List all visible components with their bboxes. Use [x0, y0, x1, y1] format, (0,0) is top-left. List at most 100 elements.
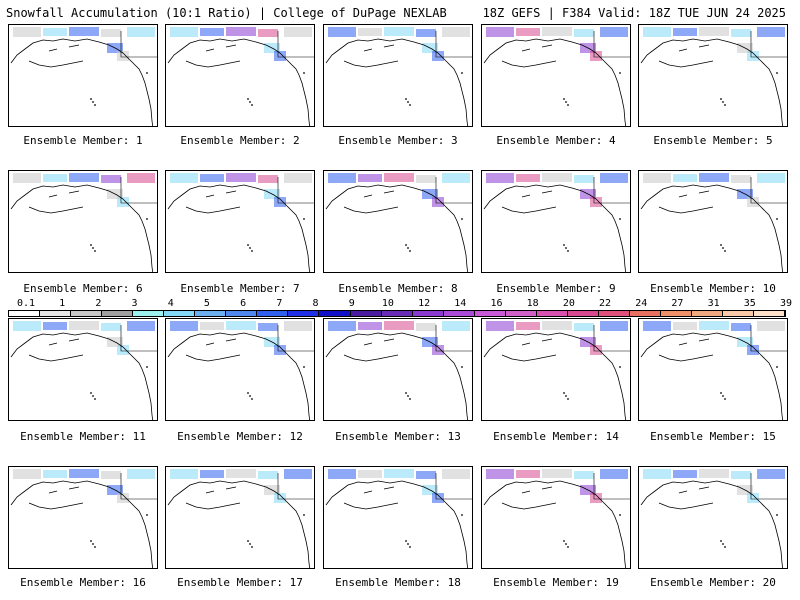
snowfall-area [516, 28, 540, 36]
scale-label: 18 [526, 298, 539, 309]
map-canvas [325, 469, 472, 568]
member-label: Ensemble Member: 19 [493, 576, 619, 589]
island-marker [146, 514, 148, 516]
snowfall-area [170, 469, 198, 479]
coastline [10, 184, 154, 272]
snowfall-area [757, 27, 785, 37]
snowfall-area [542, 27, 572, 36]
ensemble-panel [8, 466, 158, 569]
border-line [593, 473, 630, 500]
snowfall-area [699, 321, 729, 330]
map-title: Snowfall Accumulation (10:1 Ratio) | Col… [6, 6, 447, 20]
island-marker [407, 101, 409, 103]
map-canvas [640, 321, 787, 420]
snowfall-area [442, 469, 470, 479]
snowfall-area [590, 493, 602, 503]
aleutian-islands [28, 486, 84, 510]
member-label: Ensemble Member: 7 [180, 282, 300, 295]
border-line [435, 31, 472, 58]
ensemble-panel [323, 318, 473, 421]
island-marker [776, 366, 778, 368]
snowfall-area [69, 469, 99, 478]
scale-color-bin [474, 311, 506, 316]
snowfall-area [600, 469, 628, 479]
snowfall-area [101, 175, 121, 183]
snowfall-area [358, 174, 382, 182]
snowfall-area [127, 27, 155, 37]
member-label: Ensemble Member: 2 [180, 134, 300, 147]
valid-time: 18Z GEFS | F384 Valid: 18Z TUE JUN 24 20… [482, 6, 786, 20]
scale-color-bin [660, 311, 693, 316]
snowfall-area [600, 321, 628, 331]
coastline [483, 480, 627, 568]
aleutian-islands [501, 44, 557, 68]
scale-color-bin [226, 311, 258, 316]
island-marker [251, 398, 253, 400]
map-canvas [640, 27, 787, 126]
snowfall-area [486, 321, 514, 331]
scale-label: 1 [59, 298, 66, 309]
snowfall-area [69, 173, 99, 182]
scale-label: 0.1 [16, 298, 36, 309]
island-marker [720, 244, 722, 246]
island-marker [461, 366, 463, 368]
snowfall-area [284, 27, 312, 37]
member-label: Ensemble Member: 13 [335, 430, 461, 443]
snowfall-area [574, 471, 594, 479]
aleutian-islands [343, 190, 399, 214]
coastline [167, 184, 311, 272]
snowfall-area [200, 322, 224, 330]
snowfall-area [747, 197, 759, 207]
member-label: Ensemble Member: 12 [177, 430, 303, 443]
scale-color-bin [723, 311, 755, 316]
scale-label: 5 [203, 298, 210, 309]
aleutian-islands [501, 486, 557, 510]
snowfall-area [590, 345, 602, 355]
snowfall-area [600, 27, 628, 37]
snowfall-area [328, 27, 356, 37]
snowfall-area [384, 321, 414, 330]
island-marker [724, 250, 726, 252]
snowfall-area [284, 321, 312, 331]
map-canvas [325, 27, 472, 126]
scale-color-bin [536, 311, 568, 316]
snowfall-area [643, 173, 671, 183]
snowfall-area [127, 173, 155, 183]
snowfall-area [600, 173, 628, 183]
aleutian-islands [185, 338, 241, 362]
snowfall-area [43, 28, 67, 36]
snowfall-area [673, 322, 697, 330]
island-marker [247, 540, 249, 542]
scale-label: 6 [240, 298, 247, 309]
island-marker [303, 366, 305, 368]
island-marker [776, 72, 778, 74]
scale-color-bin [319, 311, 351, 316]
aleutian-islands [501, 338, 557, 362]
coastline [167, 480, 311, 568]
snowfall-area [358, 470, 382, 478]
scale-color-bin [567, 311, 599, 316]
aleutian-islands [658, 486, 714, 510]
aleutian-islands [28, 44, 84, 68]
scale-color-bin [195, 311, 227, 316]
border-line [435, 177, 472, 204]
scale-label: 14 [454, 298, 467, 309]
island-marker [405, 392, 407, 394]
snowfall-area [226, 173, 256, 182]
snowfall-area [542, 173, 572, 182]
snowfall-area [643, 469, 671, 479]
scale-label: 35 [743, 298, 756, 309]
snowfall-area [673, 470, 697, 478]
member-label: Ensemble Member: 16 [20, 576, 146, 589]
snowfall-area [699, 173, 729, 182]
coastline [483, 38, 627, 126]
scale-color-bin [288, 311, 320, 316]
island-marker [565, 101, 567, 103]
border-line [593, 325, 630, 352]
island-marker [409, 250, 411, 252]
border-line [750, 325, 787, 352]
scale-label: 3 [131, 298, 138, 309]
island-marker [565, 247, 567, 249]
island-marker [461, 72, 463, 74]
snowfall-area [416, 323, 436, 331]
